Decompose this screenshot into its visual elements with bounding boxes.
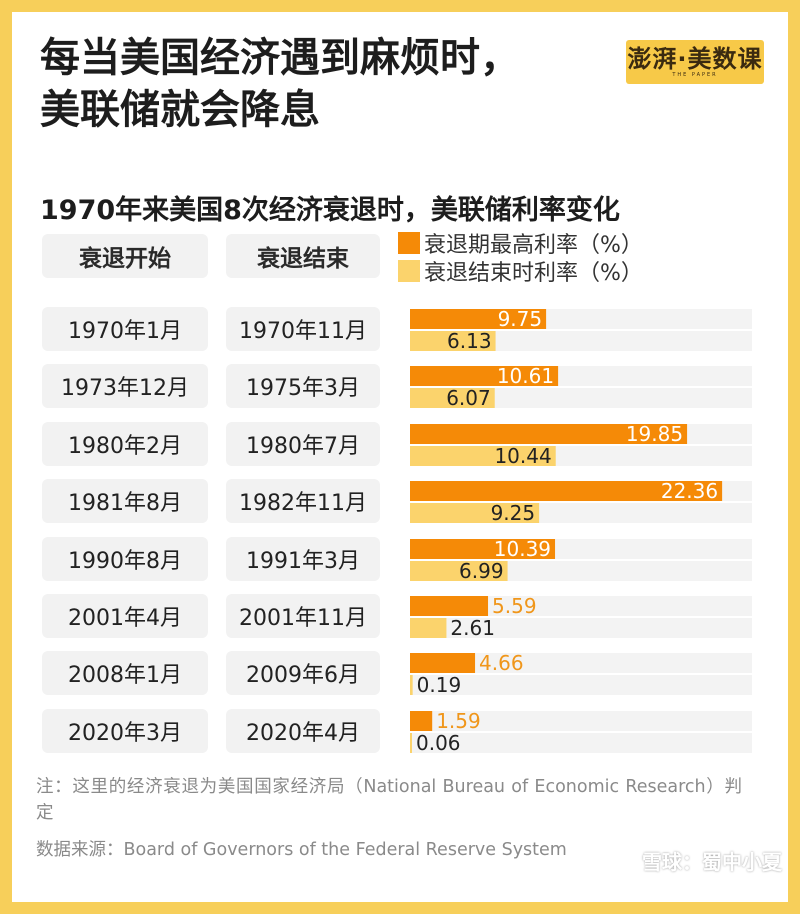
logo-subtext: THE PAPER — [672, 72, 718, 78]
chart-title: 1970年来美国8次经济衰退时，美联储利率变化 — [40, 195, 620, 226]
legend-label-peak: 衰退期最高利率（%） — [424, 233, 643, 258]
logo-text: 澎湃·美数课 — [627, 45, 763, 73]
bar-end-rate — [410, 675, 413, 695]
label-peak-rate: 4.66 — [479, 651, 524, 675]
cell-recession-start: 1973年12月 — [42, 364, 208, 408]
bar-end-rate — [410, 733, 412, 753]
bar-peak-rate — [410, 366, 559, 386]
label-end-rate: 0.19 — [417, 673, 462, 697]
bar-track — [410, 711, 752, 731]
bar-track — [410, 618, 752, 638]
cell-recession-end: 2001年11月 — [226, 594, 380, 638]
cell-recession-start: 1970年1月 — [42, 307, 208, 351]
bar-peak-rate — [410, 424, 688, 444]
cell-recession-end: 2009年6月 — [226, 651, 380, 695]
bar-track — [410, 596, 752, 616]
bar-peak-rate — [410, 309, 547, 329]
label-end-rate: 10.44 — [494, 444, 551, 468]
cell-recession-start: 1981年8月 — [42, 479, 208, 523]
label-peak-rate: 9.75 — [498, 307, 543, 331]
bar-end-rate — [410, 618, 447, 638]
cell-recession-end: 2020年4月 — [226, 709, 380, 753]
legend-swatch-end — [398, 260, 420, 282]
footnote: 注：这里的经济衰退为美国国家经济局（National Bureau of Eco… — [36, 777, 742, 823]
bar-track — [410, 388, 752, 408]
brand-logo: 澎湃·美数课 THE PAPER — [626, 40, 764, 84]
bar-end-rate — [410, 503, 540, 523]
label-peak-rate: 19.85 — [626, 422, 683, 446]
data-source: 数据来源：Board of Governors of the Federal R… — [36, 840, 567, 860]
bar-peak-rate — [410, 539, 556, 559]
bar-end-rate — [410, 388, 495, 408]
label-end-rate: 2.61 — [450, 616, 495, 640]
label-peak-rate: 5.59 — [492, 594, 537, 618]
legend-item-end-rate: 衰退结束时利率（%） — [398, 257, 643, 286]
label-peak-rate: 22.36 — [661, 479, 718, 503]
bar-end-rate — [410, 446, 556, 466]
bar-track — [410, 675, 752, 695]
cell-recession-start: 2020年3月 — [42, 709, 208, 753]
cell-recession-start: 2008年1月 — [42, 651, 208, 695]
label-peak-rate: 10.39 — [494, 537, 551, 561]
legend-swatch-peak — [398, 232, 420, 254]
label-end-rate: 6.13 — [447, 329, 492, 353]
bar-track — [410, 653, 752, 673]
column-header-start: 衰退开始 — [42, 234, 208, 278]
page-title: 每当美国经济遇到麻烦时， 美联储就会降息 — [40, 32, 600, 136]
cell-recession-end: 1980年7月 — [226, 422, 380, 466]
title-line-1: 每当美国经济遇到麻烦时， — [40, 35, 520, 81]
cell-recession-start: 1980年2月 — [42, 422, 208, 466]
cell-recession-start: 2001年4月 — [42, 594, 208, 638]
cell-recession-end: 1970年11月 — [226, 307, 380, 351]
bar-peak-rate — [410, 481, 723, 501]
watermark: 雪球：蜀中小夏 — [642, 850, 782, 874]
label-end-rate: 6.99 — [459, 559, 504, 583]
label-end-rate: 6.07 — [446, 386, 491, 410]
bar-track — [410, 733, 752, 753]
bar-peak-rate — [410, 653, 476, 673]
cell-recession-end: 1982年11月 — [226, 479, 380, 523]
column-header-end: 衰退结束 — [226, 234, 380, 278]
chart-legend: 衰退期最高利率（%） 衰退结束时利率（%） — [398, 229, 643, 286]
cell-recession-end: 1975年3月 — [226, 364, 380, 408]
label-end-rate: 9.25 — [491, 501, 536, 525]
label-end-rate: 0.06 — [416, 731, 461, 755]
bar-end-rate — [410, 561, 508, 581]
label-peak-rate: 1.59 — [436, 709, 481, 733]
label-peak-rate: 10.61 — [497, 364, 554, 388]
cell-recession-end: 1991年3月 — [226, 537, 380, 581]
legend-item-peak-rate: 衰退期最高利率（%） — [398, 229, 643, 258]
legend-label-end: 衰退结束时利率（%） — [424, 261, 643, 286]
cell-recession-start: 1990年8月 — [42, 537, 208, 581]
bar-peak-rate — [410, 711, 433, 731]
title-line-2: 美联储就会降息 — [40, 87, 320, 133]
bar-peak-rate — [410, 596, 489, 616]
bar-end-rate — [410, 331, 496, 351]
